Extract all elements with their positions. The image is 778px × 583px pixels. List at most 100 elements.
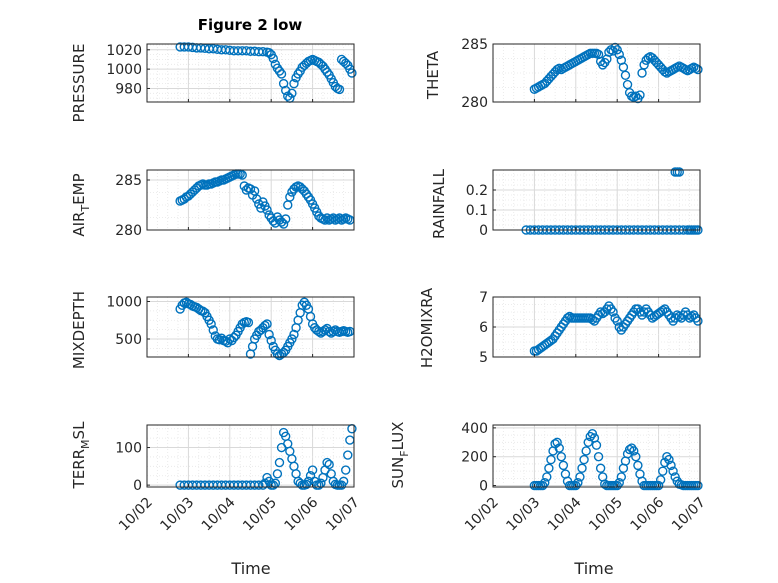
ylabel-theta-text: THETA	[424, 50, 442, 100]
data-point	[552, 437, 562, 448]
y-tick-label: 6	[479, 320, 488, 336]
data-point	[206, 319, 216, 329]
data-point	[556, 452, 567, 462]
data-point	[272, 469, 283, 479]
data-point	[577, 463, 587, 473]
data-point	[693, 64, 703, 75]
data-point	[631, 452, 641, 462]
ylabel-pressure: PRESSURE	[70, 44, 88, 123]
data-point	[693, 316, 703, 326]
y-tick-label: 100	[115, 441, 142, 457]
data-point	[587, 314, 598, 325]
y-tick-label: 285	[115, 173, 142, 189]
data-point	[583, 437, 593, 448]
data-point	[289, 78, 299, 89]
data-point	[278, 219, 289, 229]
x-tick-label: 10/04	[545, 494, 585, 534]
data-point	[274, 457, 285, 468]
x-tick-label: 10/06	[282, 494, 322, 534]
data-point	[264, 329, 274, 340]
ylabel-terr-msl: TERRMSL	[70, 421, 92, 490]
y-tick-label: 200	[461, 450, 488, 466]
axes-box	[146, 169, 355, 231]
x-tick-label: 10/02	[462, 495, 502, 535]
ylabel-air-temp-text: AIRTEMP	[70, 173, 92, 236]
data-point	[341, 465, 351, 475]
x-tick-label: 10/03	[157, 495, 197, 535]
x-tick-label: 10/06	[628, 494, 668, 534]
data-point	[338, 476, 349, 487]
data-point	[591, 440, 602, 450]
data-point	[260, 320, 270, 331]
xlabel-right: Time	[573, 559, 613, 578]
y-tick-label: 5	[479, 350, 488, 366]
data-point	[254, 480, 264, 490]
data-point	[320, 215, 330, 225]
data-point	[334, 84, 345, 95]
x-tick-label: 10/05	[240, 495, 280, 535]
subplot-theta: 280 285	[461, 37, 703, 111]
ylabel-terr-msl-text: TERRMSL	[70, 421, 92, 490]
y-tick-label: 285	[461, 37, 488, 53]
axes-box	[492, 43, 701, 103]
ylabel-rainfall-text: RAINFALL	[430, 168, 448, 239]
data-point	[544, 463, 554, 473]
y-tick-label: 400	[461, 421, 488, 437]
data-point	[658, 466, 668, 476]
data-point	[214, 335, 225, 345]
y-tick-label: 7	[479, 290, 488, 306]
y-tick-label: 0.1	[466, 203, 488, 219]
x-tick-label: 10/03	[503, 495, 543, 535]
subplot-pressure: 980 1000 1020	[106, 42, 357, 103]
subplot-air-temp: 280 285	[115, 169, 355, 239]
x-tick-label: 10/02	[116, 495, 156, 535]
x-tick-label: 10/05	[586, 495, 626, 535]
y-tick-label: 0	[479, 479, 488, 495]
ylabel-pressure-text: PRESSURE	[70, 44, 88, 123]
y-tick-label: 280	[115, 223, 142, 239]
data-point	[581, 446, 591, 456]
ylabel-sun-flux: SUNFLUX	[389, 422, 411, 489]
subplot-terr-msl: 10/02 10/03 10/04 10/05 10/06 10/07 0 100	[115, 424, 363, 535]
data-point	[324, 459, 334, 470]
data-point	[237, 170, 247, 180]
data-point	[595, 463, 606, 473]
data-point	[258, 47, 268, 57]
ylabel-theta: THETA	[424, 50, 442, 100]
data-point	[280, 214, 291, 224]
data-point	[208, 325, 218, 335]
data-point	[604, 47, 614, 57]
y-tick-label: 0	[133, 478, 142, 494]
data-point	[314, 480, 324, 490]
data-point	[347, 68, 357, 78]
data-point	[542, 472, 552, 482]
subplot-rainfall: 0 0.1 0.2	[466, 167, 703, 239]
data-point	[307, 465, 318, 475]
data-point	[610, 42, 620, 53]
data-point	[639, 60, 649, 70]
data-point	[655, 475, 666, 485]
data-point	[262, 205, 272, 215]
data-point	[272, 349, 283, 359]
data-point	[285, 192, 295, 202]
data-point	[653, 480, 664, 491]
subplot-mixdepth: 500 1000	[106, 295, 355, 361]
data-point	[612, 316, 622, 326]
data-point	[278, 78, 289, 89]
data-point	[546, 454, 556, 465]
x-tick-label: 10/07	[669, 495, 709, 535]
data-point	[554, 443, 564, 453]
ylabel-sun-flux-text: SUNFLUX	[389, 422, 411, 489]
data-point	[666, 460, 676, 471]
data-point	[343, 450, 353, 460]
data-point	[608, 307, 618, 317]
y-tick-label: 0	[479, 223, 488, 239]
xlabel-left: Time	[230, 559, 270, 578]
data-point	[612, 45, 622, 55]
data-point	[328, 213, 338, 223]
data-point	[575, 472, 585, 482]
data-point	[303, 476, 314, 487]
ylabel-mixdepth-text: MIXDEPTH	[70, 291, 88, 369]
data-point	[593, 452, 604, 462]
y-tick-label: 280	[461, 95, 488, 111]
